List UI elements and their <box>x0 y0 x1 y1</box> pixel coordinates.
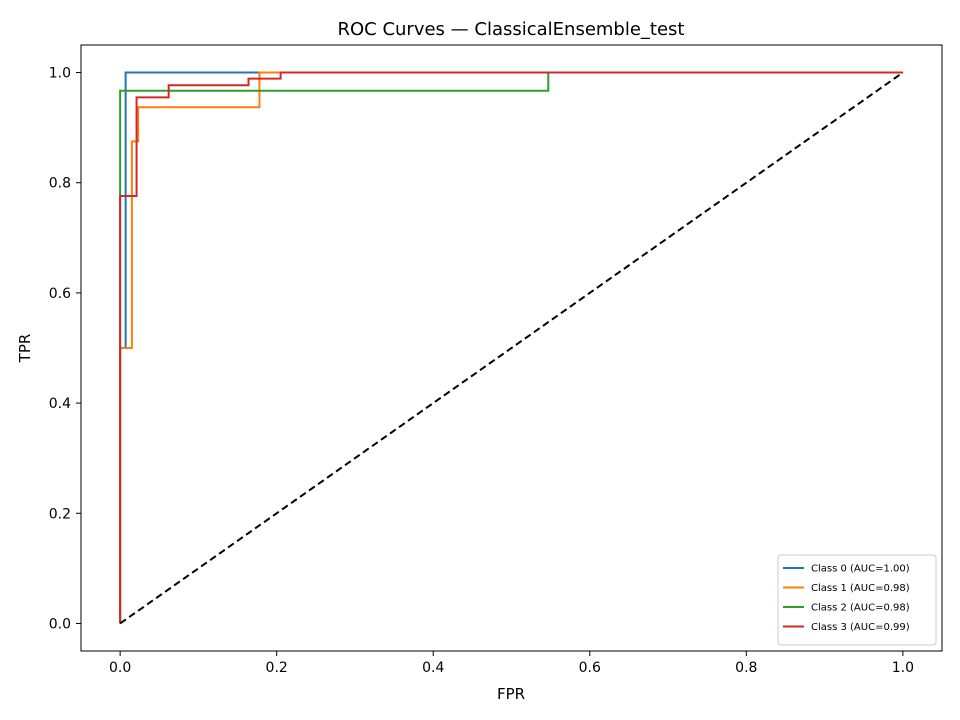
y-axis-ticks: 0.0 0.2 0.4 0.6 0.8 1.0 <box>49 66 81 632</box>
x-tick-label: 0.0 <box>109 660 131 676</box>
roc-line-class-1 <box>119 71 903 624</box>
legend-label-class-3: Class 3 (AUC=0.99) <box>811 622 910 633</box>
legend-label-class-0: Class 0 (AUC=1.00) <box>811 564 910 575</box>
series-layer <box>119 71 904 625</box>
y-tick-label: 0.0 <box>49 616 71 632</box>
legend-box <box>777 554 937 646</box>
x-tick-label: 0.6 <box>579 660 601 676</box>
y-tick-label: 1.0 <box>49 66 71 82</box>
plot-area <box>80 44 943 652</box>
x-tick-label: 0.4 <box>422 660 444 676</box>
x-tick-label: 0.2 <box>266 660 288 676</box>
roc-line-class-3 <box>119 71 903 624</box>
legend-label-class-1: Class 1 (AUC=0.98) <box>811 583 910 594</box>
y-tick-label: 0.2 <box>49 506 71 522</box>
legend-label-class-2: Class 2 (AUC=0.98) <box>811 603 910 614</box>
y-tick-label: 0.8 <box>49 176 71 192</box>
legend: Class 0 (AUC=1.00) Class 1 (AUC=0.98) Clas… <box>777 554 937 646</box>
x-axis-ticks: 0.0 0.2 0.4 0.6 0.8 1.0 <box>109 651 914 676</box>
plot-frame <box>80 44 943 652</box>
chance-diagonal-line <box>119 71 904 625</box>
y-tick-label: 0.6 <box>49 286 71 302</box>
x-tick-label: 0.8 <box>735 660 757 676</box>
y-tick-label: 0.4 <box>49 396 71 412</box>
y-axis-label: TPR <box>16 334 34 364</box>
x-tick-label: 1.0 <box>892 660 914 676</box>
x-axis-label: FPR <box>497 685 525 703</box>
chart-title: ROC Curves — ClassicalEnsemble_test <box>337 19 684 40</box>
